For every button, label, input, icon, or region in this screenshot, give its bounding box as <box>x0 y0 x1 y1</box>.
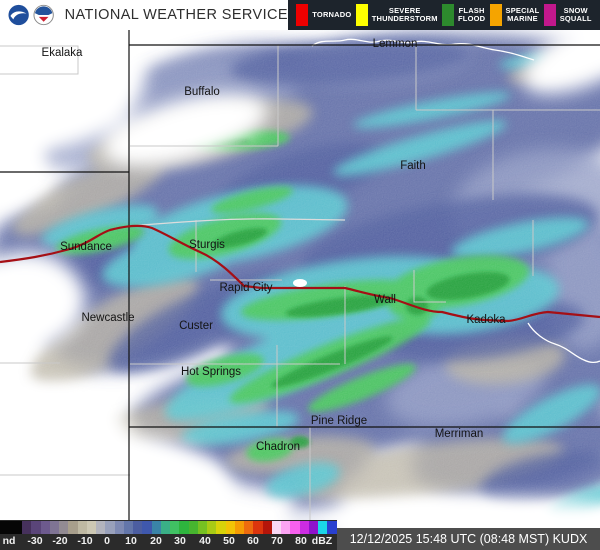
legend-item: TORNADO <box>296 4 351 26</box>
scale-tick-label: 0 <box>104 535 110 547</box>
legend-label: SEVERE THUNDERSTORM <box>371 5 438 23</box>
colorbar-segment <box>299 521 309 534</box>
scale-tick-label: -20 <box>52 535 68 547</box>
scale-tick-label: 70 <box>271 535 283 547</box>
colorbar-segment <box>253 521 263 534</box>
scale-tick-label: 60 <box>247 535 259 547</box>
legend-item: SNOW SQUALL <box>543 4 592 26</box>
legend-item: SEVERE THUNDERSTORM <box>355 4 438 26</box>
city-label: Pine Ridge <box>311 415 367 427</box>
colorbar-segment <box>59 521 69 534</box>
colorbar-segment <box>123 521 133 534</box>
header-bar: NATIONAL WEATHER SERVICE TORNADO SEVERE TH… <box>0 0 600 30</box>
colorbar-segment <box>22 521 32 534</box>
colorbar-segment <box>262 521 272 534</box>
legend-label: FLASH FLOOD <box>458 5 486 23</box>
city-label: Custer <box>179 320 213 332</box>
colorbar-segment <box>188 521 198 534</box>
river-line <box>311 38 535 61</box>
legend-swatch <box>296 4 309 26</box>
colorbar-segment <box>179 521 189 534</box>
colorbar-segment <box>40 521 50 534</box>
city-label: Chadron <box>256 441 300 453</box>
colorbar-segment <box>160 521 170 534</box>
city-label: Ekalaka <box>42 47 84 59</box>
reflectivity-scale-panel: nd -30 -20 -10 0 10 20 30 40 50 60 70 80 dBZ <box>0 520 337 550</box>
colorbar-segment <box>142 521 152 534</box>
scale-tick-label: -30 <box>27 535 43 547</box>
colorbar-segment <box>68 521 78 534</box>
reflectivity-colorbar <box>0 521 337 534</box>
scale-tick-label: 30 <box>174 535 186 547</box>
county-border-line <box>0 45 79 75</box>
colorbar-segment <box>327 521 337 534</box>
radar-site-marker <box>293 279 307 287</box>
county-border-line <box>413 270 446 303</box>
scale-tick-label: 80 <box>295 535 307 547</box>
city-label: Merriman <box>435 428 484 440</box>
colorbar-segment <box>170 521 180 534</box>
timestamp-text: 12/12/2025 15:48 UTC (08:48 MST) KUDX <box>349 532 588 546</box>
legend-label: SPECIAL MARINE <box>505 5 540 23</box>
status-bar: 12/12/2025 15:48 UTC (08:48 MST) KUDX <box>337 528 600 550</box>
agency-title: NATIONAL WEATHER SERVICE <box>64 7 288 23</box>
scale-tick-label: dBZ <box>311 535 333 547</box>
colorbar-segment <box>96 521 106 534</box>
nws-brand: NATIONAL WEATHER SERVICE <box>0 0 288 30</box>
colorbar-segment <box>216 521 226 534</box>
scale-tick-label: 10 <box>125 535 137 547</box>
colorbar-segment <box>151 521 161 534</box>
city-label: Faith <box>400 160 426 172</box>
legend-label: SNOW SQUALL <box>559 5 592 23</box>
colorbar-segment <box>207 521 217 534</box>
colorbar-segment <box>49 521 59 534</box>
city-label: Sundance <box>60 241 112 253</box>
colorbar-segment <box>105 521 115 534</box>
river-line <box>527 322 600 364</box>
legend-item: SPECIAL MARINE <box>489 4 540 26</box>
noaa-logo-icon <box>8 4 29 26</box>
city-label: Lemmon <box>373 38 418 50</box>
colorbar-segment <box>244 521 254 534</box>
scale-tick-label: 40 <box>199 535 211 547</box>
radar-map-canvas: Ekalaka Lemmon Buffalo Faith Sundance Sturgis… <box>0 30 600 530</box>
scale-tick-label: -10 <box>77 535 93 547</box>
colorbar-segment <box>290 521 300 534</box>
city-label: Hot Springs <box>181 366 241 378</box>
legend-label: TORNADO <box>312 9 352 19</box>
colorbar-segment <box>31 521 41 534</box>
interstate-highway-line <box>0 224 600 323</box>
colorbar-segment <box>197 521 207 534</box>
colorbar-segment <box>114 521 124 534</box>
colorbar-segment <box>308 521 318 534</box>
city-label: Wall <box>374 294 396 306</box>
city-label: Newcastle <box>81 312 134 324</box>
colorbar-segment <box>225 521 235 534</box>
reflectivity-scale-labels: nd -30 -20 -10 0 10 20 30 40 50 60 70 80 dBZ <box>0 534 337 550</box>
nws-logo-icon <box>33 4 55 26</box>
colorbar-segment <box>271 521 281 534</box>
colorbar-nd-segment <box>0 521 22 534</box>
city-label: Sturgis <box>189 239 225 251</box>
warning-legend: TORNADO SEVERE THUNDERSTORM FLASH FLOOD SPECI… <box>288 0 600 30</box>
legend-swatch <box>543 4 556 26</box>
highway-secondary-line <box>129 218 346 227</box>
scale-tick-label: nd <box>2 535 16 547</box>
colorbar-segment <box>133 521 143 534</box>
colorbar-segment <box>281 521 291 534</box>
legend-swatch <box>442 4 454 26</box>
scale-tick-label: 20 <box>150 535 162 547</box>
legend-item: FLASH FLOOD <box>442 4 485 26</box>
city-label: Rapid City <box>219 282 272 294</box>
city-label: Buffalo <box>184 86 220 98</box>
scale-tick-label: 50 <box>223 535 235 547</box>
colorbar-segment <box>86 521 96 534</box>
legend-swatch <box>355 4 368 26</box>
colorbar-segment <box>77 521 87 534</box>
colorbar-segment <box>318 521 328 534</box>
legend-swatch <box>489 4 502 26</box>
city-label: Kadoka <box>466 314 506 326</box>
colorbar-segment <box>234 521 244 534</box>
